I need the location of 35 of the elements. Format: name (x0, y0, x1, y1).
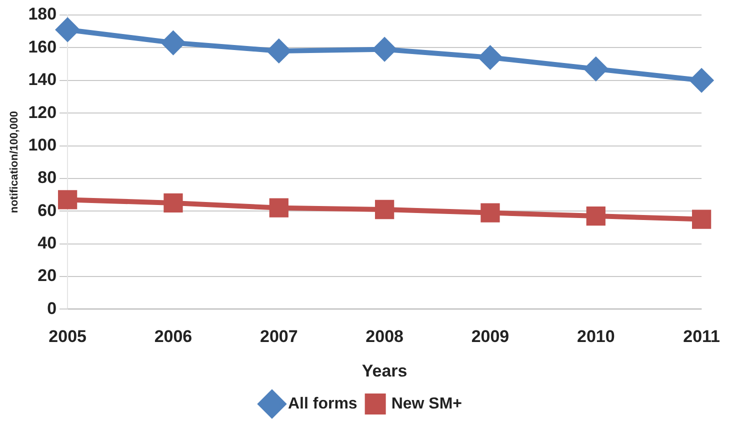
x-tick-label: 2005 (48, 327, 86, 346)
x-axis-title: Years (362, 361, 408, 380)
x-tick-label: 2007 (260, 327, 298, 346)
y-tick-label: 0 (47, 298, 57, 318)
y-tick-label: 160 (28, 37, 57, 56)
point (690, 68, 714, 92)
y-tick-label: 140 (28, 70, 57, 90)
point (56, 18, 80, 42)
point (478, 46, 502, 69)
point (480, 203, 500, 222)
x-tick-label: 2010 (576, 327, 615, 346)
x-tick-label: 2006 (154, 327, 192, 346)
legend-label: All forms (288, 395, 358, 412)
y-tick-label: 100 (28, 135, 57, 154)
point (162, 31, 185, 54)
y-tick-label: 180 (28, 4, 57, 24)
point (374, 200, 394, 220)
legend-label: New SM+ (391, 395, 462, 412)
point (373, 38, 396, 61)
point (58, 190, 78, 210)
x-tick-label: 2008 (366, 327, 404, 346)
point (586, 206, 606, 226)
point (267, 39, 290, 62)
point (164, 193, 183, 213)
y-tick-label: 60 (38, 200, 57, 220)
x-tick-label: 2009 (471, 327, 510, 346)
y-tick-label: 20 (38, 266, 57, 286)
y-tick-label: 40 (38, 234, 57, 253)
x-tick-label: 2011 (683, 327, 720, 346)
y-tick-label: 80 (38, 168, 57, 188)
point (584, 57, 608, 80)
y-axis-title: notification/100,000 (8, 111, 21, 214)
y-tick-label: 120 (28, 102, 57, 122)
point (269, 198, 288, 218)
point (692, 210, 712, 229)
